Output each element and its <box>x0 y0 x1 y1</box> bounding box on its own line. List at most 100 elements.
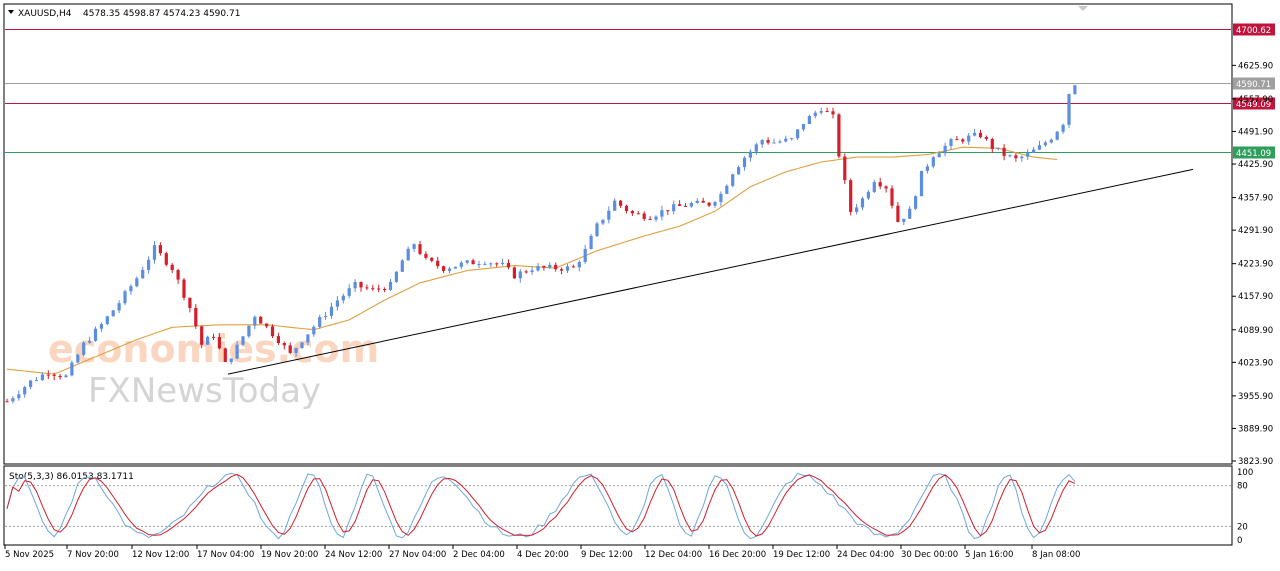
candle-body <box>654 216 658 220</box>
candle-body <box>359 281 363 288</box>
y-tick-label: 4425.90 <box>1238 160 1273 170</box>
candle-body <box>105 316 109 325</box>
x-tick-label: 9 Dec 12:00 <box>581 550 633 560</box>
x-tick-label: 27 Nov 04:00 <box>389 550 446 560</box>
candle-body <box>807 116 811 125</box>
candle-body <box>241 336 245 345</box>
candle-body <box>471 260 475 265</box>
candle-body <box>489 263 493 265</box>
candle-body <box>548 264 552 268</box>
stochastic-signal-line <box>6 473 1076 537</box>
candle-body <box>1032 149 1036 153</box>
candle-body <box>147 259 151 270</box>
y-tick-label: 4357.90 <box>1238 194 1273 204</box>
stochastic-tick-label: 80 <box>1237 482 1248 492</box>
level-price-label: 4590.71 <box>1236 80 1271 90</box>
candle-body <box>860 198 865 208</box>
x-tick-label: 2 Dec 04:00 <box>453 550 505 560</box>
x-tick-label: 12 Dec 04:00 <box>645 550 702 560</box>
candle-body <box>737 167 741 175</box>
x-tick-label: 19 Nov 20:00 <box>261 550 318 560</box>
x-tick-label: 8 Jan 08:00 <box>1032 550 1080 560</box>
candle-body <box>11 398 15 402</box>
candle-body <box>1067 94 1071 125</box>
candle-body <box>64 375 68 378</box>
candle-body <box>884 186 888 189</box>
candle-body <box>689 203 693 207</box>
y-tick-label: 4089.90 <box>1238 326 1273 336</box>
candle-body <box>111 310 115 317</box>
candle-body <box>1020 156 1024 159</box>
candle-body <box>341 295 345 301</box>
candle-body <box>294 347 298 353</box>
candle-body <box>318 317 322 327</box>
candle-body <box>324 315 328 318</box>
candle-body <box>99 324 103 329</box>
watermark-line1: economies.com <box>48 327 379 371</box>
candle-body <box>565 266 570 271</box>
level-price-badge <box>1233 77 1275 90</box>
symbol-label: XAUUSD,H4 <box>18 9 72 19</box>
candle-body <box>589 235 593 250</box>
candle-body <box>666 210 670 212</box>
candle-body <box>247 325 251 337</box>
candle-body <box>571 266 575 268</box>
candle-body <box>801 124 806 130</box>
candle-body <box>141 269 145 279</box>
candle-body <box>554 264 558 270</box>
candle-body <box>46 374 50 376</box>
candle-body <box>760 140 764 145</box>
y-tick-label: 4157.90 <box>1238 292 1273 302</box>
candle-body <box>849 180 853 212</box>
candle-body <box>837 114 841 157</box>
candle-body <box>93 328 98 341</box>
candle-body <box>70 362 74 376</box>
candle-body <box>713 202 717 206</box>
candle-body <box>312 326 316 335</box>
level-price-label: 4700.62 <box>1236 26 1271 36</box>
y-tick-label: 4223.90 <box>1238 260 1273 270</box>
candle-body <box>595 223 599 236</box>
candle-body <box>978 132 983 138</box>
candle-body <box>1073 85 1077 95</box>
candle-body <box>206 336 210 345</box>
candle-body <box>17 394 21 399</box>
candle-body <box>129 286 133 292</box>
candle-body <box>1026 152 1030 157</box>
candle-body <box>984 137 988 139</box>
candle-body <box>1014 155 1018 159</box>
x-tick-label: 16 Dec 20:00 <box>709 550 766 560</box>
candle-body <box>34 380 39 382</box>
candle-body <box>170 264 174 271</box>
level-price-badge <box>1233 23 1275 36</box>
candle-body <box>973 132 977 136</box>
candle-body <box>754 144 758 152</box>
candle-body <box>329 306 334 316</box>
y-tick-label: 3823.90 <box>1238 457 1273 467</box>
candle-body <box>707 202 711 206</box>
candle-body <box>182 279 186 298</box>
candle-body <box>465 260 469 263</box>
candle-body <box>742 157 747 168</box>
candle-body <box>642 213 646 219</box>
trendline[interactable] <box>227 168 1194 375</box>
candle-body <box>925 166 929 171</box>
menu-triangle-icon[interactable] <box>8 10 14 14</box>
y-tick-label: 3889.90 <box>1238 424 1273 434</box>
candle-body <box>819 111 823 113</box>
candle-body <box>607 210 611 220</box>
candle-body <box>270 326 275 337</box>
x-tick-label: 5 Nov 2025 <box>5 550 54 560</box>
candle-body <box>1049 139 1053 143</box>
candle-body <box>943 145 947 154</box>
candle-body <box>748 151 752 158</box>
candle-body <box>778 141 782 143</box>
candle-body <box>176 270 180 280</box>
stochastic-label: Sto(5,3,3) 86.0153 83.1711 <box>9 472 134 482</box>
scroll-marker-icon <box>1078 6 1088 11</box>
candle-body <box>796 129 800 139</box>
candle-body <box>1061 124 1065 132</box>
candle-body <box>200 326 204 345</box>
candle-body <box>902 218 906 222</box>
candle-body <box>477 264 481 266</box>
